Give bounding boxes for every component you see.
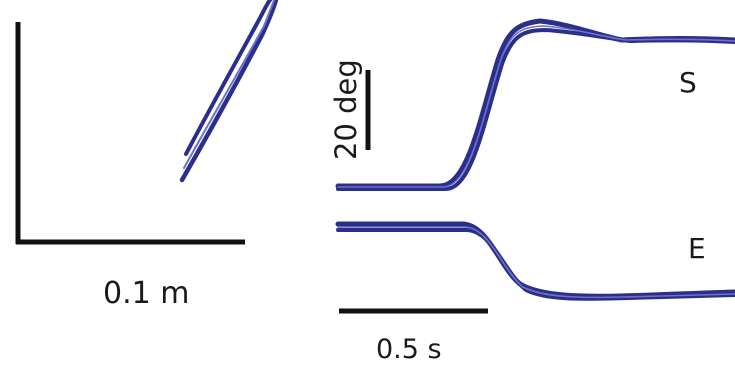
spatial-scale-label: 0.1 m <box>103 276 189 311</box>
hand-trajectories <box>179 0 279 183</box>
elbow-angle-trace <box>335 221 735 299</box>
spatial-scale-bar <box>15 22 245 245</box>
shoulder-trace-label: S <box>679 66 697 99</box>
hand-trajectory <box>179 0 279 183</box>
elbow-angle-trace <box>337 226 735 299</box>
shoulder-angle-trace <box>337 25 735 188</box>
elbow-trace-label: E <box>688 232 706 265</box>
shoulder-angle-trace <box>336 27 735 191</box>
shoulder-angle-trace <box>335 18 735 189</box>
angle-scale: 20 deg <box>329 59 371 160</box>
time-scale-label: 0.5 s <box>376 334 442 365</box>
joint-angle-panel: 20 deg 0.5 s S E <box>329 18 735 365</box>
time-scale: 0.5 s <box>339 308 488 365</box>
shoulder-traces <box>335 18 735 191</box>
elbow-traces <box>335 221 735 301</box>
angle-scale-label: 20 deg <box>329 59 363 160</box>
hand-trajectory <box>184 0 272 156</box>
hand-trajectory <box>183 0 275 169</box>
hand-path-panel: 0.1 m <box>15 0 279 311</box>
